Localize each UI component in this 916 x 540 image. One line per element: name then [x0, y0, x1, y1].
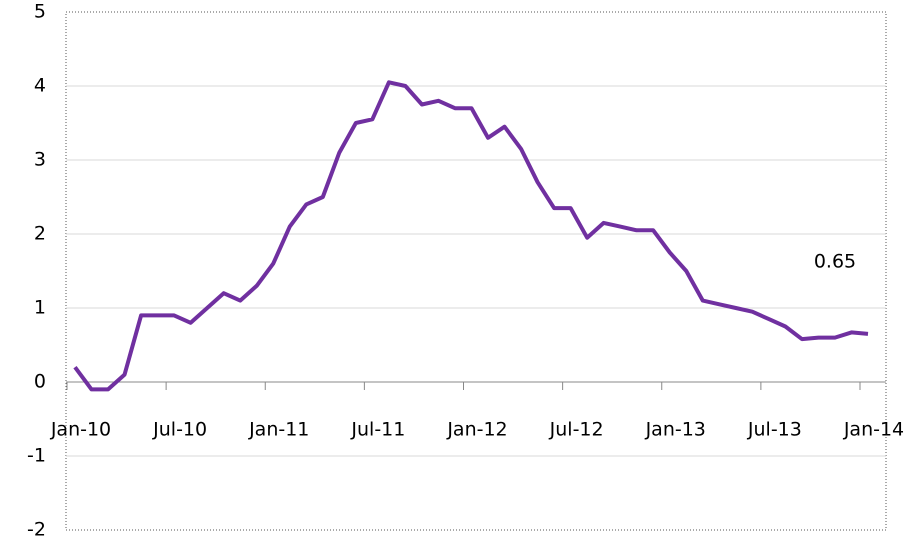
y-tick-label: 0 [34, 371, 46, 393]
y-tick-label: -1 [27, 445, 46, 467]
x-tick-label: Jul-10 [152, 419, 207, 441]
annotation: 0.65 [814, 251, 856, 273]
x-tick-label: Jul-11 [350, 419, 405, 441]
x-tick-label: Jan-12 [446, 419, 507, 441]
y-tick-label: 2 [34, 223, 46, 245]
y-tick-label: 3 [34, 149, 46, 171]
x-tick-label: Jul-13 [747, 419, 802, 441]
x-tick-label: Jan-13 [645, 419, 706, 441]
x-tick-label: Jul-12 [549, 419, 604, 441]
y-tick-label: 4 [34, 75, 46, 97]
plot-border [65, 11, 887, 531]
x-tick-label: Jan-11 [248, 419, 309, 441]
y-tick-label: -2 [27, 519, 46, 540]
y-tick-label: 1 [34, 297, 46, 319]
x-tick-label: Jan-14 [843, 419, 904, 441]
line-series [73, 80, 869, 392]
x-tick-label: Jan-10 [50, 419, 111, 441]
y-tick-label: 5 [34, 1, 46, 23]
